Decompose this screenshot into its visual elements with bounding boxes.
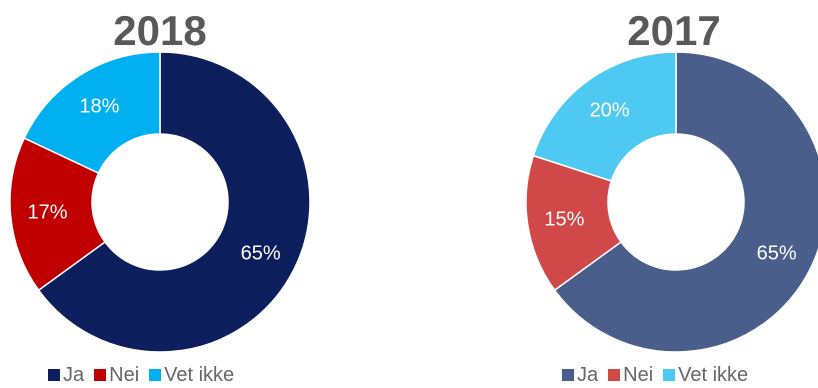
legend-item-ja: Ja — [48, 364, 84, 387]
legend-swatch — [149, 369, 162, 381]
data-label-vet-ikke: 18% — [79, 96, 119, 118]
legend-swatch — [48, 369, 60, 381]
data-label-ja: 65% — [757, 242, 797, 264]
slice-vet-ikke — [532, 51, 677, 182]
data-label-vet-ikke: 20% — [590, 100, 630, 122]
legend-item-vet-ikke: Vet ikke — [149, 364, 234, 387]
legend-item-nei: Nei — [94, 364, 139, 387]
data-label-nei: 17% — [27, 202, 67, 224]
legend-item-nei: Nei — [608, 364, 653, 387]
legend-label: Nei — [109, 363, 140, 386]
legend-item-ja: Ja — [562, 364, 598, 387]
legend: Ja Nei Vet ikke — [48, 362, 244, 388]
slice-ja — [37, 51, 311, 353]
donut-plot: 65% 15% 20% — [525, 51, 818, 353]
donut-plot: 65% 17% 18% — [9, 51, 311, 353]
legend: Ja Nei Vet ikke — [562, 362, 758, 388]
legend-swatch — [663, 369, 676, 381]
chart-title: 2017 — [627, 7, 721, 54]
legend-item-vet-ikke: Vet ikke — [663, 364, 748, 387]
legend-label: Ja — [63, 363, 85, 386]
legend-label: Nei — [623, 363, 654, 386]
slice-nei — [9, 137, 107, 292]
chart-title: 2018 — [113, 7, 207, 54]
data-label-ja: 65% — [241, 242, 281, 264]
legend-swatch — [562, 369, 574, 381]
data-label-nei: 15% — [544, 209, 584, 231]
legend-label: Vet ikke — [164, 363, 235, 386]
legend-swatch — [608, 369, 621, 381]
legend-label: Vet ikke — [678, 363, 749, 386]
slice-ja — [553, 51, 818, 353]
legend-swatch — [94, 369, 107, 381]
legend-label: Ja — [577, 363, 599, 386]
slice-vet-ikke — [23, 51, 161, 175]
